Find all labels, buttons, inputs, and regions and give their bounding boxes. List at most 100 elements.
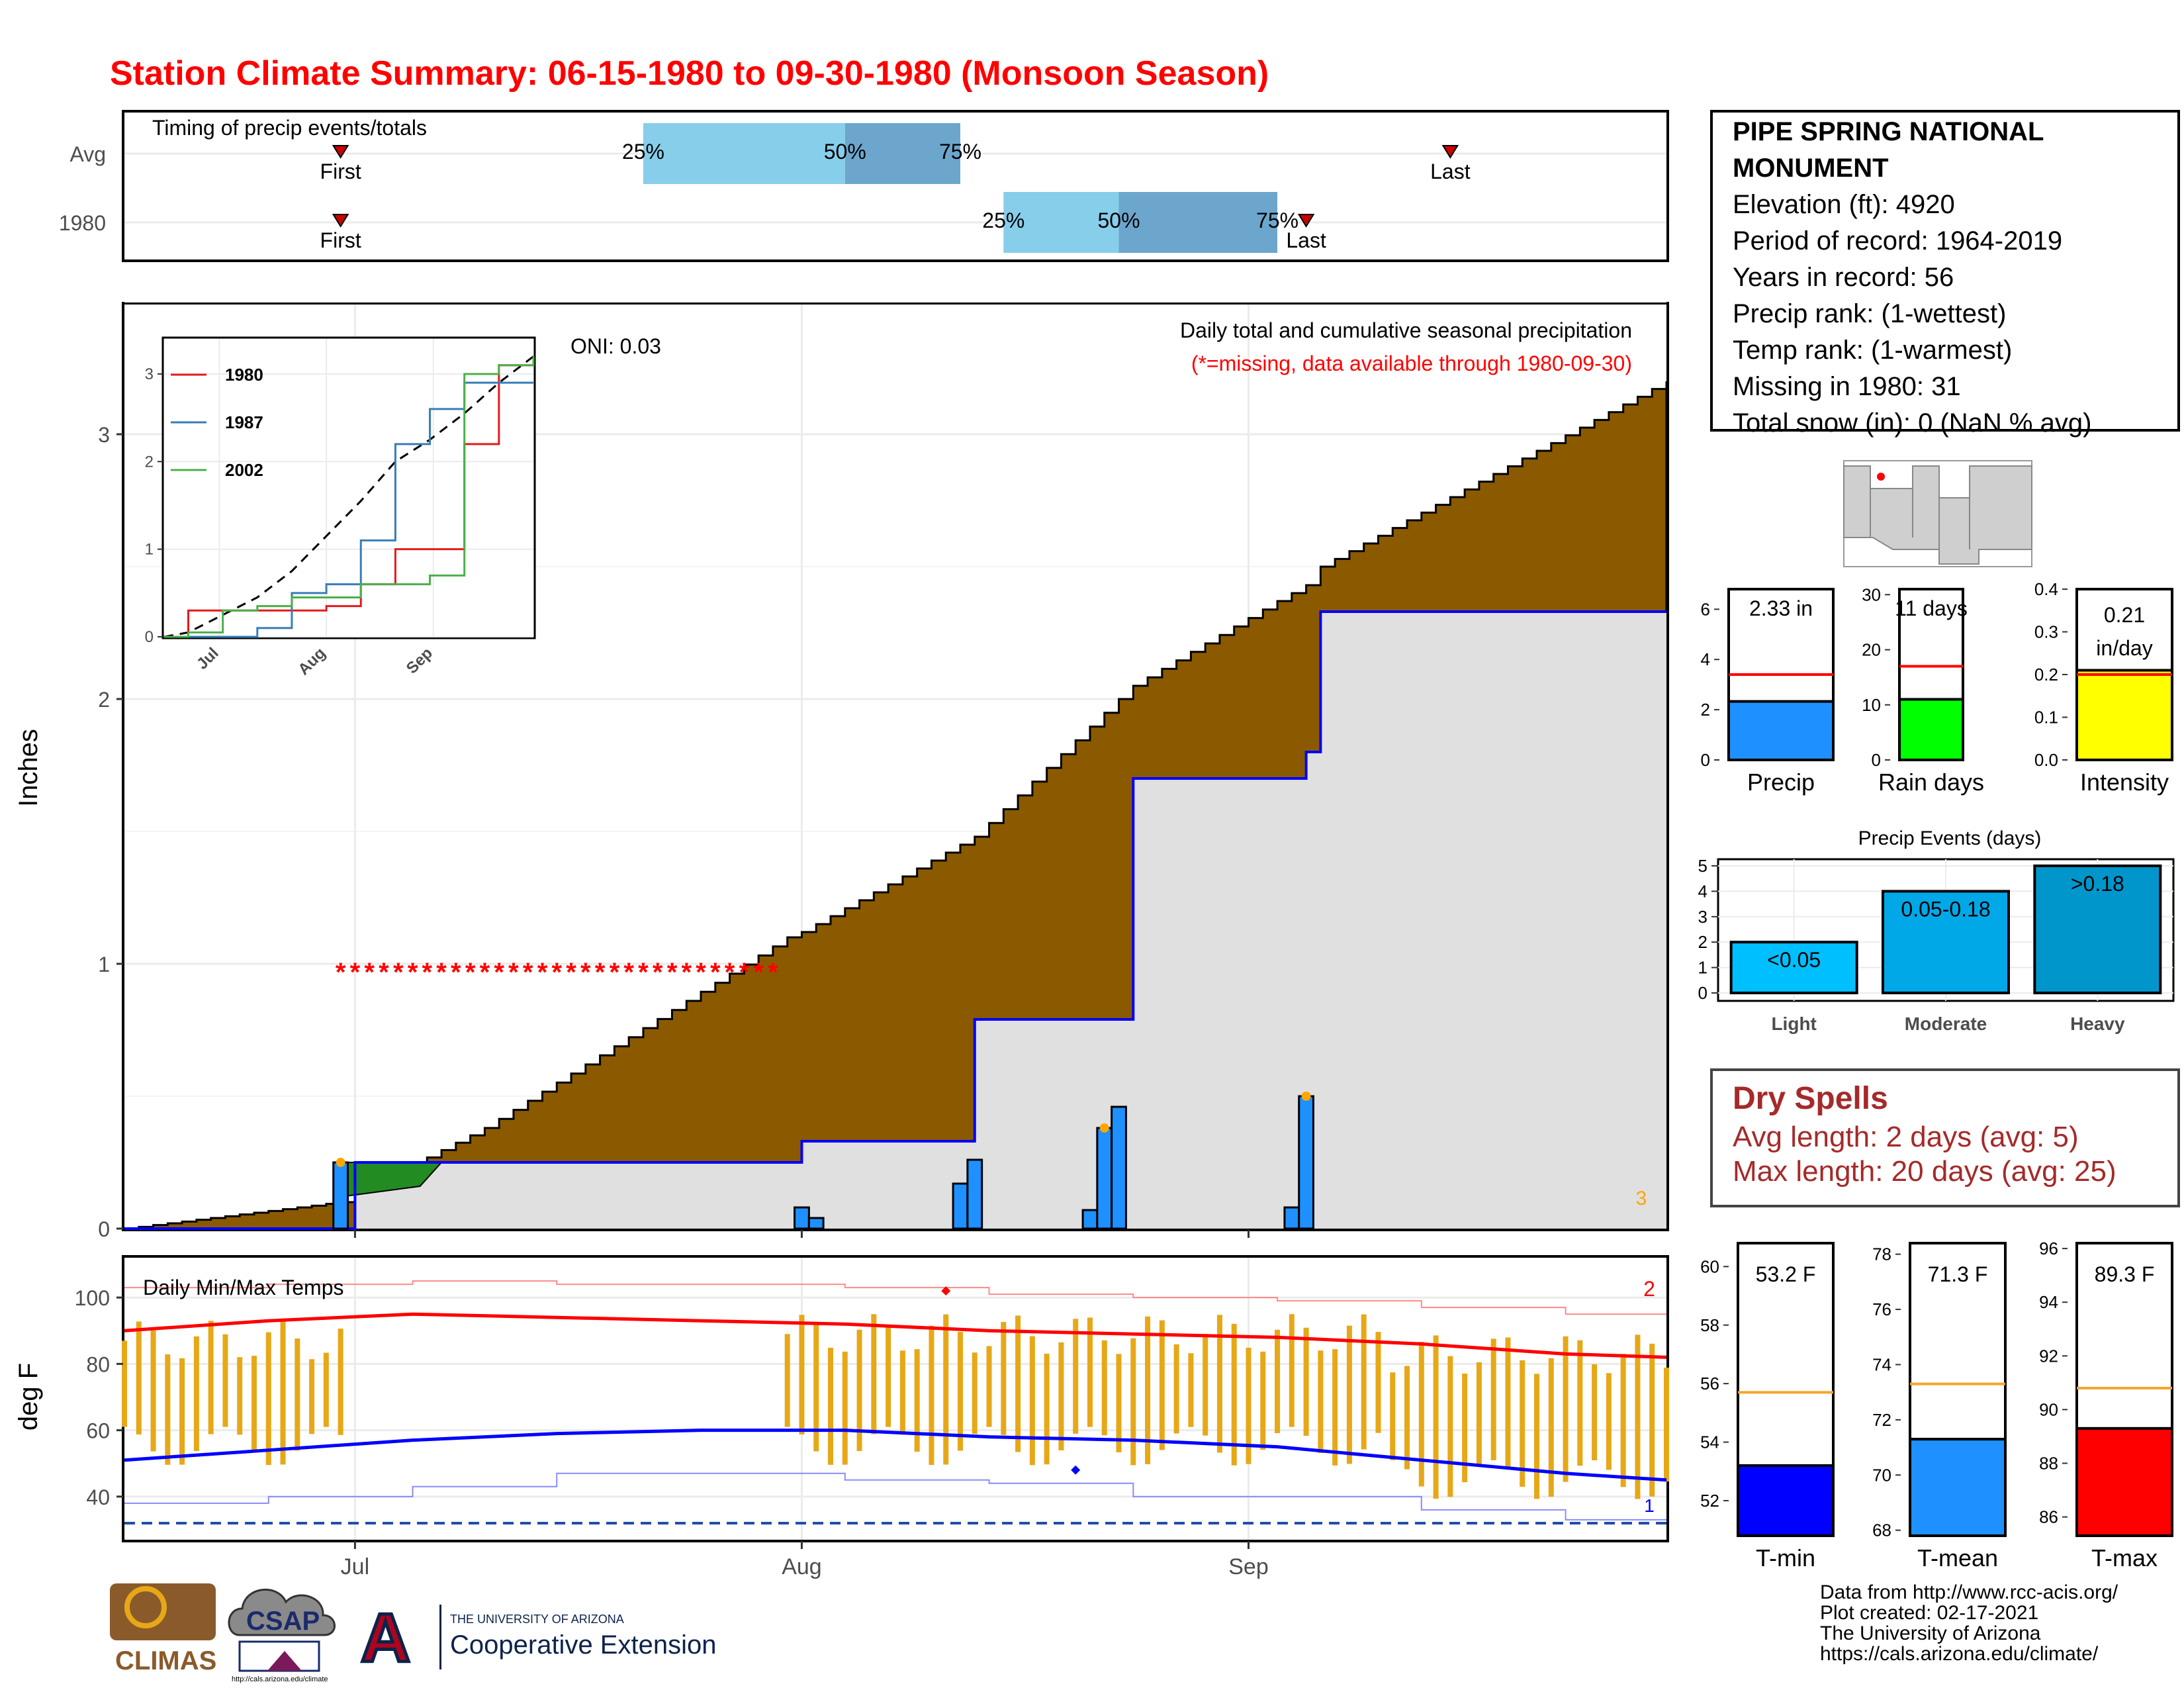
summary-tick-label: 94 bbox=[2039, 1292, 2058, 1312]
daily-temp-bar bbox=[899, 1350, 905, 1435]
temp-y-label: deg F bbox=[14, 1363, 43, 1430]
daily-temp-bar bbox=[914, 1349, 920, 1452]
daily-precip-bar bbox=[952, 1182, 969, 1230]
ua-logo: A THE UNIVERSITY OF ARIZONA Cooperative … bbox=[359, 1599, 717, 1679]
summary-tick-label: 72 bbox=[1872, 1410, 1891, 1430]
summary-value-label: 0.21 bbox=[2104, 603, 2145, 627]
summary-tick-label: 0.1 bbox=[2034, 708, 2058, 727]
daily-temp-bar bbox=[1015, 1315, 1021, 1452]
missing-day-marker: * bbox=[364, 958, 375, 987]
precip-y-tick-label: 2 bbox=[98, 688, 110, 712]
summary-tick-label: 2 bbox=[1701, 700, 1710, 720]
events-category-label: Moderate bbox=[1905, 1013, 1987, 1034]
summary-tick-label: 0 bbox=[1701, 750, 1710, 770]
inset-legend-label: 1987 bbox=[225, 412, 263, 432]
temp-panel-label: Daily Min/Max Temps bbox=[143, 1276, 343, 1299]
timing-panel-label: Timing of precip events/totals bbox=[152, 116, 427, 140]
ua-extension: Cooperative Extension bbox=[450, 1630, 716, 1660]
summary-value-bar bbox=[2075, 669, 2173, 761]
station-period: Period of record: 1964-2019 bbox=[1733, 226, 2063, 256]
station-years: Years in record: 56 bbox=[1733, 263, 1954, 292]
timing-last-label: Last bbox=[1286, 228, 1326, 252]
summary-tick-label: 88 bbox=[2039, 1454, 2058, 1474]
summary-bar-charts: 0 2 4 6 Precip 2.33 in 0 10 20 30 Rain days 11 days… bbox=[1701, 579, 2173, 796]
temp-summary-value-label: 53.2 F bbox=[1756, 1262, 1816, 1286]
summary-tick-label: 58 bbox=[1700, 1315, 1719, 1335]
daily-temp-bar bbox=[1664, 1368, 1669, 1482]
summary-chart-precip: 0 2 4 6 Precip 2.33 in bbox=[1701, 588, 1835, 796]
summary-tick-label: 70 bbox=[1872, 1465, 1891, 1485]
events-tick-label: 4 bbox=[1698, 881, 1707, 901]
daily-temp-bar bbox=[1635, 1335, 1641, 1499]
missing-day-marker: * bbox=[638, 958, 649, 987]
daily-temp-bar bbox=[1534, 1374, 1540, 1499]
daily-temp-bar bbox=[165, 1354, 171, 1465]
daily-temp-bar bbox=[1620, 1354, 1626, 1487]
dry-spells-max: Max length: 20 days (avg: 25) bbox=[1733, 1155, 2116, 1188]
missing-day-marker: * bbox=[580, 958, 591, 987]
precip-y-label: Inches bbox=[14, 729, 43, 807]
temp-series-avg-max bbox=[124, 1312, 1667, 1359]
summary-category-label: Rain days bbox=[1878, 769, 1984, 796]
daily-temp-bar bbox=[1087, 1317, 1093, 1427]
dry-spells-avg: Avg length: 2 days (avg: 5) bbox=[1733, 1121, 2079, 1153]
missing-day-marker: * bbox=[623, 958, 634, 987]
daily-temp-bar bbox=[1173, 1344, 1179, 1434]
csap-logo: CSAP http://cals.arizona.edu/climate bbox=[228, 1588, 336, 1683]
daily-temp-bar bbox=[1029, 1336, 1035, 1466]
daily-temp-bar bbox=[1289, 1314, 1295, 1427]
inset-y-tick-label: 2 bbox=[145, 453, 154, 471]
timing-row-label: Avg bbox=[69, 142, 106, 166]
daily-precip-bar bbox=[1096, 1127, 1113, 1230]
missing-day-marker: * bbox=[681, 958, 692, 987]
summary-tick-label: 0.2 bbox=[2034, 665, 2058, 684]
record-high-marker bbox=[941, 1286, 951, 1296]
missing-day-marker: * bbox=[610, 958, 620, 987]
summary-tick-label: 0.4 bbox=[2034, 579, 2058, 599]
summary-tick-label: 52 bbox=[1700, 1491, 1719, 1511]
missing-day-marker: * bbox=[696, 958, 706, 987]
summary-value-label: in/day bbox=[2096, 636, 2152, 660]
missing-day-marker: * bbox=[739, 958, 750, 987]
dry-spells-box: Dry Spells Avg length: 2 days (avg: 5) M… bbox=[1710, 1068, 2180, 1207]
summary-value-bar bbox=[1737, 1464, 1835, 1537]
summary-value-bar bbox=[1909, 1438, 2007, 1538]
daily-temp-bar bbox=[1577, 1340, 1583, 1466]
timing-panel: Timing of precip events/totals Avg 25% 50%… bbox=[59, 110, 1669, 262]
daily-temp-bar bbox=[842, 1351, 848, 1465]
timing-rows: Avg 25% 50% 75% First Last 1980 25% 50% 75% First L… bbox=[59, 123, 1666, 253]
daily-temp-bar bbox=[193, 1336, 199, 1452]
inset-legend-label: 1980 bbox=[225, 365, 263, 385]
missing-day-marker: * bbox=[436, 958, 447, 987]
footer-line: Plot created: 02-17-2021 bbox=[1820, 1602, 2039, 1624]
daily-temp-bar bbox=[338, 1329, 343, 1435]
summary-category-label: T-max bbox=[2091, 1544, 2158, 1571]
daily-precip-bar bbox=[1081, 1209, 1099, 1230]
temp-series-avg-min bbox=[124, 1429, 1667, 1482]
daily-temp-bar bbox=[1101, 1340, 1107, 1436]
temp-y-ticks: 40 60 80 100 bbox=[75, 1286, 123, 1509]
summary-tick-label: 56 bbox=[1700, 1374, 1719, 1393]
summary-tick-label: 30 bbox=[1862, 585, 1881, 604]
summary-chart-rain-days: 0 10 20 30 Rain days 11 days bbox=[1862, 585, 1984, 796]
daily-temp-bar bbox=[1476, 1362, 1482, 1466]
events-value-label: 0.05-0.18 bbox=[1901, 897, 1990, 921]
events-tick-label: 2 bbox=[1698, 932, 1707, 952]
daily-temp-bar bbox=[1231, 1323, 1237, 1466]
summary-tick-label: 96 bbox=[2039, 1239, 2058, 1258]
inset-y-tick-label: 0 bbox=[145, 628, 154, 646]
missing-day-marker: * bbox=[422, 958, 433, 987]
climas-logo: CLIMAS bbox=[110, 1583, 216, 1675]
summary-tick-label: 90 bbox=[2039, 1399, 2058, 1419]
summary-tick-label: 60 bbox=[1700, 1256, 1719, 1276]
footer-line: Data from http://www.rcc-acis.org/ bbox=[1820, 1581, 2118, 1603]
station-temp-rank: Temp rank: (1-warmest) bbox=[1733, 336, 2013, 365]
timing-p75-label: 75% bbox=[1256, 209, 1298, 232]
events-bar bbox=[1729, 941, 1858, 994]
missing-day-marker: * bbox=[350, 958, 361, 987]
temp-corner-bottom: 1 bbox=[1644, 1495, 1655, 1516]
station-missing: Missing in 1980: 31 bbox=[1733, 372, 1961, 401]
summary-category-label: Intensity bbox=[2080, 769, 2169, 796]
precip-caption: Daily total and cumulative seasonal prec… bbox=[1180, 318, 1632, 342]
